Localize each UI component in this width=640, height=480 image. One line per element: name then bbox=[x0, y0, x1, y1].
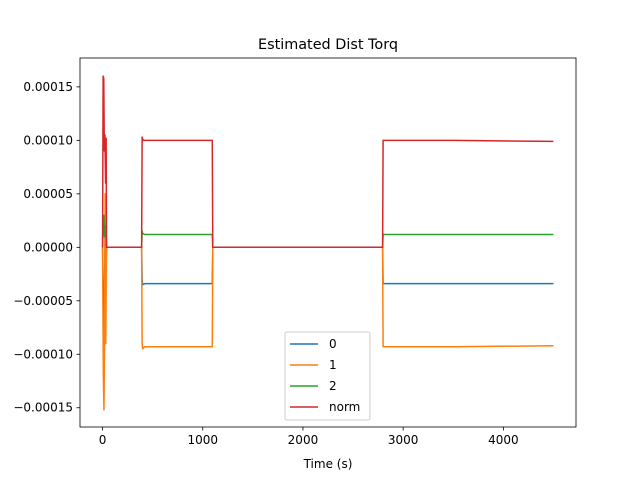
x-tick-label: 2000 bbox=[288, 433, 319, 447]
x-tick-label: 1000 bbox=[187, 433, 218, 447]
y-tick-label: −0.00005 bbox=[13, 294, 73, 308]
legend: 0 1 2 norm bbox=[284, 331, 371, 421]
series-line-1 bbox=[101, 193, 554, 411]
y-tick-label: 0.00005 bbox=[23, 187, 73, 201]
y-axis-ticks: −0.00015 −0.00010 −0.00005 0.00000 0.00005 0.… bbox=[13, 80, 80, 415]
plot-frame bbox=[79, 57, 577, 428]
y-tick-label: 0.00000 bbox=[23, 240, 73, 254]
series-layer bbox=[101, 75, 554, 411]
legend-box bbox=[284, 331, 371, 421]
x-tick-label: 3000 bbox=[388, 433, 419, 447]
legend-label: 2 bbox=[329, 379, 337, 393]
x-axis-ticks: 0 1000 2000 3000 4000 bbox=[99, 427, 519, 447]
legend-label: 0 bbox=[329, 337, 337, 351]
x-tick-label: 0 bbox=[99, 433, 107, 447]
legend-label: 1 bbox=[329, 358, 337, 372]
y-tick-label: 0.00015 bbox=[23, 80, 73, 94]
y-tick-label: −0.00015 bbox=[13, 401, 73, 415]
legend-label: norm bbox=[329, 400, 360, 414]
x-tick-label: 4000 bbox=[488, 433, 519, 447]
y-tick-label: −0.00010 bbox=[13, 347, 73, 361]
series-line-norm bbox=[101, 75, 554, 249]
chart-title: Estimated Dist Torq bbox=[258, 37, 398, 53]
y-tick-label: 0.00010 bbox=[23, 133, 73, 147]
x-axis-label: Time (s) bbox=[303, 457, 353, 471]
